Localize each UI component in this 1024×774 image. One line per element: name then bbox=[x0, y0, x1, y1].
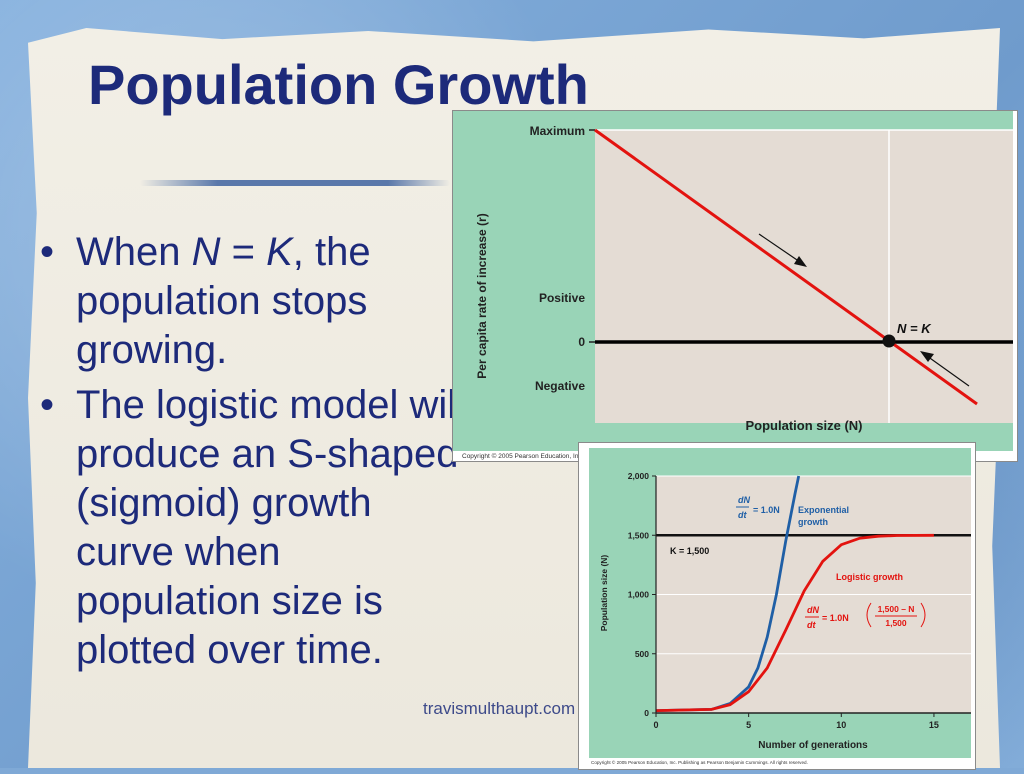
bullet-1-equals: = bbox=[220, 230, 267, 274]
x-tick-label: 0 bbox=[653, 720, 658, 730]
level-maximum: Maximum bbox=[530, 124, 585, 138]
level-positive: Positive bbox=[539, 291, 585, 305]
exp-label-line1: Exponential bbox=[798, 505, 849, 515]
bullet-1-k: K bbox=[266, 230, 293, 274]
down-arrow-shaft bbox=[758, 233, 801, 263]
bullet-1-n: N bbox=[191, 230, 221, 274]
bullet-dot: • bbox=[40, 383, 55, 427]
down-arrow-head bbox=[794, 256, 807, 267]
slide-title: Population Growth bbox=[88, 53, 589, 116]
figure-growth-curves: 0 500 1,000 1,500 2,000 0 5 10 15 Population si… bbox=[578, 442, 976, 770]
y-tick-label: 2,000 bbox=[628, 471, 650, 481]
growth-y-axis-label: Population size (N) bbox=[599, 555, 609, 632]
rate-decline-line bbox=[594, 128, 978, 406]
y-tick-label: 1,000 bbox=[628, 590, 650, 600]
up-arrow-head bbox=[920, 351, 934, 362]
bullet-dot: • bbox=[40, 230, 55, 274]
rate-chart-svg: Per capita rate of increase (r) Maximum … bbox=[453, 111, 1013, 460]
logistic-curve bbox=[655, 533, 934, 712]
log-eq-dn: dN bbox=[807, 605, 819, 615]
title-underline bbox=[140, 180, 450, 186]
source-credit: travismulthaupt.com bbox=[423, 699, 576, 718]
bullet-1-suffix: , the population stops growing. bbox=[76, 230, 371, 372]
log-frac-numerator: 1,500 – N bbox=[878, 604, 915, 614]
rate-x-axis-label: Population size (N) bbox=[746, 418, 863, 433]
x-tick-label: 5 bbox=[746, 720, 751, 730]
rate-y-axis-label: Per capita rate of increase (r) bbox=[475, 213, 489, 378]
log-eq-rhs: = 1.0N bbox=[822, 613, 849, 623]
y-tick-label: 500 bbox=[635, 649, 649, 659]
k-label: K = 1,500 bbox=[670, 546, 709, 556]
bullet-item-1: • When N = K, the population stops growi… bbox=[30, 228, 470, 375]
growth-chart-svg: 0 500 1,000 1,500 2,000 0 5 10 15 Population si… bbox=[589, 448, 971, 765]
n-equals-k-label: N = K bbox=[897, 321, 932, 336]
growth-y-ticks: 0 500 1,000 1,500 2,000 bbox=[628, 471, 656, 718]
exp-eq-dt: dt bbox=[738, 510, 747, 520]
log-eq-dt: dt bbox=[807, 620, 816, 630]
bullet-1-prefix: When bbox=[76, 230, 192, 274]
bullet-2-text: The logistic model will produce an S-sha… bbox=[76, 383, 466, 672]
level-zero: 0 bbox=[578, 335, 585, 349]
figure-2-copyright: Copyright © 2005 Pearson Education, Inc.… bbox=[591, 759, 808, 765]
level-negative: Negative bbox=[535, 379, 585, 393]
exp-eq-rhs: = 1.0N bbox=[753, 505, 780, 515]
logistic-label: Logistic growth bbox=[836, 572, 903, 582]
exp-label-line2: growth bbox=[798, 517, 828, 527]
figure-rate-vs-size: Per capita rate of increase (r) Maximum … bbox=[452, 110, 1018, 462]
x-tick-label: 10 bbox=[836, 720, 846, 730]
bullet-item-2: • The logistic model will produce an S-s… bbox=[30, 381, 470, 675]
log-paren-right bbox=[920, 602, 926, 628]
y-tick-label: 0 bbox=[644, 708, 649, 718]
bullet-list: • When N = K, the population stops growi… bbox=[30, 228, 470, 681]
growth-x-axis-label: Number of generations bbox=[758, 740, 868, 751]
growth-gridlines bbox=[656, 475, 971, 655]
x-tick-label: 15 bbox=[929, 720, 939, 730]
up-arrow-shaft bbox=[926, 355, 970, 387]
equilibrium-point bbox=[882, 334, 896, 348]
y-tick-label: 1,500 bbox=[628, 530, 650, 540]
exp-eq-dn: dN bbox=[738, 495, 750, 505]
log-paren-left bbox=[866, 602, 872, 628]
figure-1-copyright: Copyright © 2005 Pearson Education, Inc. bbox=[462, 452, 584, 460]
log-frac-denominator: 1,500 bbox=[885, 618, 907, 628]
